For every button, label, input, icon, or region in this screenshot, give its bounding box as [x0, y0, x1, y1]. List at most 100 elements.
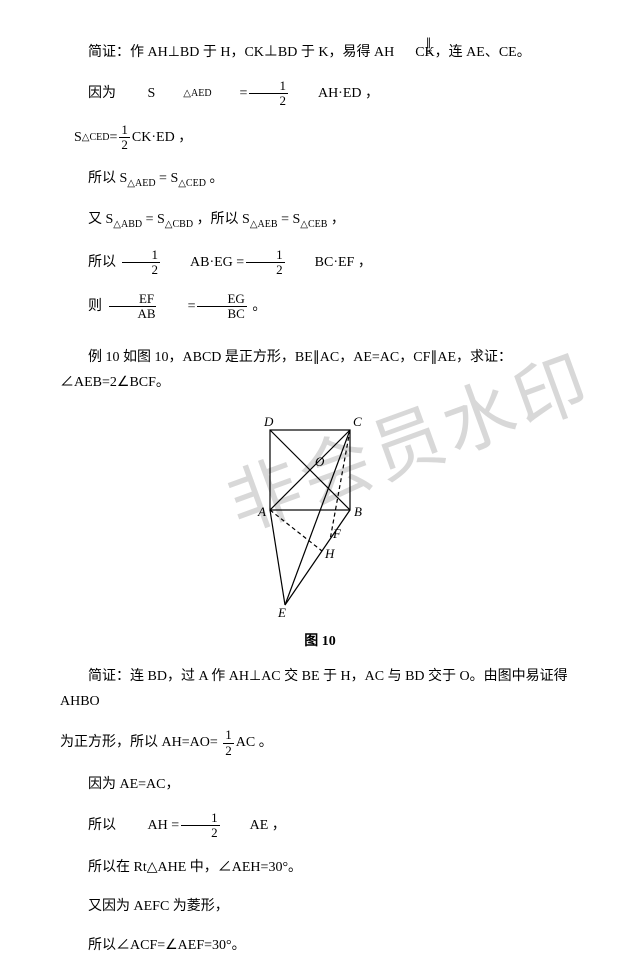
den: 2	[223, 744, 234, 758]
den: 2	[246, 263, 285, 277]
comma: ，	[365, 86, 379, 101]
figure-10: D C A B O F H E 图 10	[60, 410, 580, 654]
s: S	[120, 81, 156, 106]
proof2-line4: 所以 AH = 1 2 AE ，	[60, 811, 580, 841]
end: 。	[259, 735, 273, 750]
arhs: AB·EG =	[162, 250, 244, 275]
num: EG	[197, 292, 246, 307]
prefix: 又	[88, 212, 106, 227]
num: 1	[181, 811, 220, 826]
den: 2	[181, 826, 220, 840]
den: 2	[119, 138, 130, 152]
fb: 1 2	[246, 248, 285, 278]
eq: =	[160, 294, 196, 319]
label-F: F	[332, 526, 342, 541]
bsub: △CBD	[165, 219, 193, 230]
asub: △ABD	[113, 219, 142, 230]
sub: △AED	[155, 85, 211, 103]
label-B: B	[354, 504, 362, 519]
eq: =	[110, 125, 118, 150]
proof2-intro: 简证：连 BD，过 A 作 AH⊥AC 交 BE 于 H，AC 与 BD 交于 …	[60, 664, 580, 714]
formula: AH = 1 2 AE	[120, 811, 269, 841]
proof1-line4: 所以 S△AED = S△CED 。	[60, 166, 580, 193]
figure-caption: 图 10	[60, 629, 580, 654]
end: 。	[252, 299, 266, 314]
proof1-line5: 又 S△ABD = S△CBD ，所以 S△AEB = S△CEB ，	[60, 207, 580, 234]
den: 2	[249, 94, 288, 108]
frac: 1 2	[223, 728, 234, 758]
frac: 1 2	[119, 123, 130, 153]
parallel-equal-symbol	[398, 40, 412, 65]
mid: = S	[146, 212, 165, 227]
end: 。	[209, 171, 223, 186]
den: BC	[197, 307, 246, 321]
s2sub: △CED	[178, 178, 206, 189]
proof2-line7: 所以∠ACF=∠AEF=30°。	[60, 933, 580, 958]
proof1-line6: 所以 1 2 AB·EG = 1 2 BC·EF ，	[60, 248, 580, 278]
end: 。	[232, 938, 246, 953]
proof1-intro: 简证：作 AH⊥BD 于 H，CK⊥BD 于 K，易得 AH CK，连 AE、C…	[60, 40, 580, 65]
csub: △AEB	[250, 219, 278, 230]
prefix: 所以∠ACF=∠AEF=	[88, 938, 212, 953]
label-H: H	[324, 546, 335, 561]
end: ，	[331, 212, 345, 227]
formula-aed: S△AED = 1 2 AH·ED	[120, 79, 362, 109]
rhs: AC	[236, 730, 255, 755]
proof2-line5: 所以在 Rt△AHE 中，∠AEH=30°。	[60, 855, 580, 880]
proof2-line3: 因为 AE=AC，	[60, 772, 580, 797]
end: ，	[272, 818, 286, 833]
formula7: EF AB = EG BC	[106, 292, 249, 322]
label-C: C	[353, 414, 362, 429]
den: 2	[122, 263, 161, 277]
proof1-intro-text: 简证：作 AH⊥BD 于 H，CK⊥BD 于 K，易得 AH	[88, 45, 394, 60]
label-E: E	[277, 605, 286, 620]
proof1-line7: 则 EF AB = EG BC 。	[60, 292, 580, 322]
txt: ，所以 S	[197, 212, 250, 227]
brhs: BC·EF	[287, 250, 355, 275]
rhs: CK·ED	[132, 125, 175, 150]
frac: 1 2	[249, 79, 288, 109]
comma: ，	[358, 255, 372, 270]
example10-text: 例 10 如图 10，ABCD 是正方形，BE∥AC，AE=AC，CF∥AE，求…	[60, 345, 580, 395]
sub: △CED	[82, 129, 110, 147]
prefix: 所以在 Rt△AHE 中，∠AEH=	[88, 860, 268, 875]
f1: EF AB	[108, 292, 158, 322]
num: EF	[109, 292, 156, 307]
dsub: △CEB	[300, 219, 327, 230]
eq: =	[212, 81, 248, 106]
den: AB	[108, 307, 158, 321]
num: 1	[223, 728, 234, 743]
proof1-eq-aed: 因为 S△AED = 1 2 AH·ED ，	[60, 79, 580, 109]
s1sub: △AED	[127, 178, 155, 189]
comma: ，	[178, 130, 192, 145]
num: 1	[119, 123, 130, 138]
num: 1	[122, 248, 161, 263]
mid2: = S	[281, 212, 300, 227]
rhs: AH·ED	[290, 81, 362, 106]
lhs: AH =	[120, 813, 180, 838]
formula: 1 2 AC	[221, 728, 255, 758]
proof2-line2: 为正方形，所以 AH=AO= 1 2 AC 。	[60, 728, 580, 758]
num: 1	[246, 248, 285, 263]
formula6: 1 2 AB·EG = 1 2 BC·EF	[120, 248, 355, 278]
proof1-intro-suffix: CK，连 AE、CE。	[415, 45, 531, 60]
prefix: 所以	[88, 171, 120, 186]
end: 。	[288, 860, 302, 875]
prefix: 因为	[88, 86, 116, 101]
s: S	[74, 125, 82, 150]
val: 30°	[268, 860, 288, 875]
val: 30°	[212, 938, 232, 953]
formula-ced: S△CED = 1 2 CK·ED	[74, 123, 175, 153]
rhs: AE	[222, 813, 269, 838]
f2: EG BC	[197, 292, 246, 322]
proof1-eq-ced: S△CED = 1 2 CK·ED ，	[74, 123, 580, 153]
frac: 1 2	[181, 811, 220, 841]
prefix: 所以	[88, 818, 116, 833]
prefix: 所以	[88, 255, 116, 270]
document-content: 简证：作 AH⊥BD 于 H，CK⊥BD 于 K，易得 AH CK，连 AE、C…	[60, 40, 580, 958]
label-O: O	[315, 454, 325, 469]
eq: = S	[159, 171, 178, 186]
label-A: A	[257, 504, 266, 519]
prefix: 则	[88, 299, 102, 314]
figure-svg: D C A B O F H E	[240, 410, 400, 620]
